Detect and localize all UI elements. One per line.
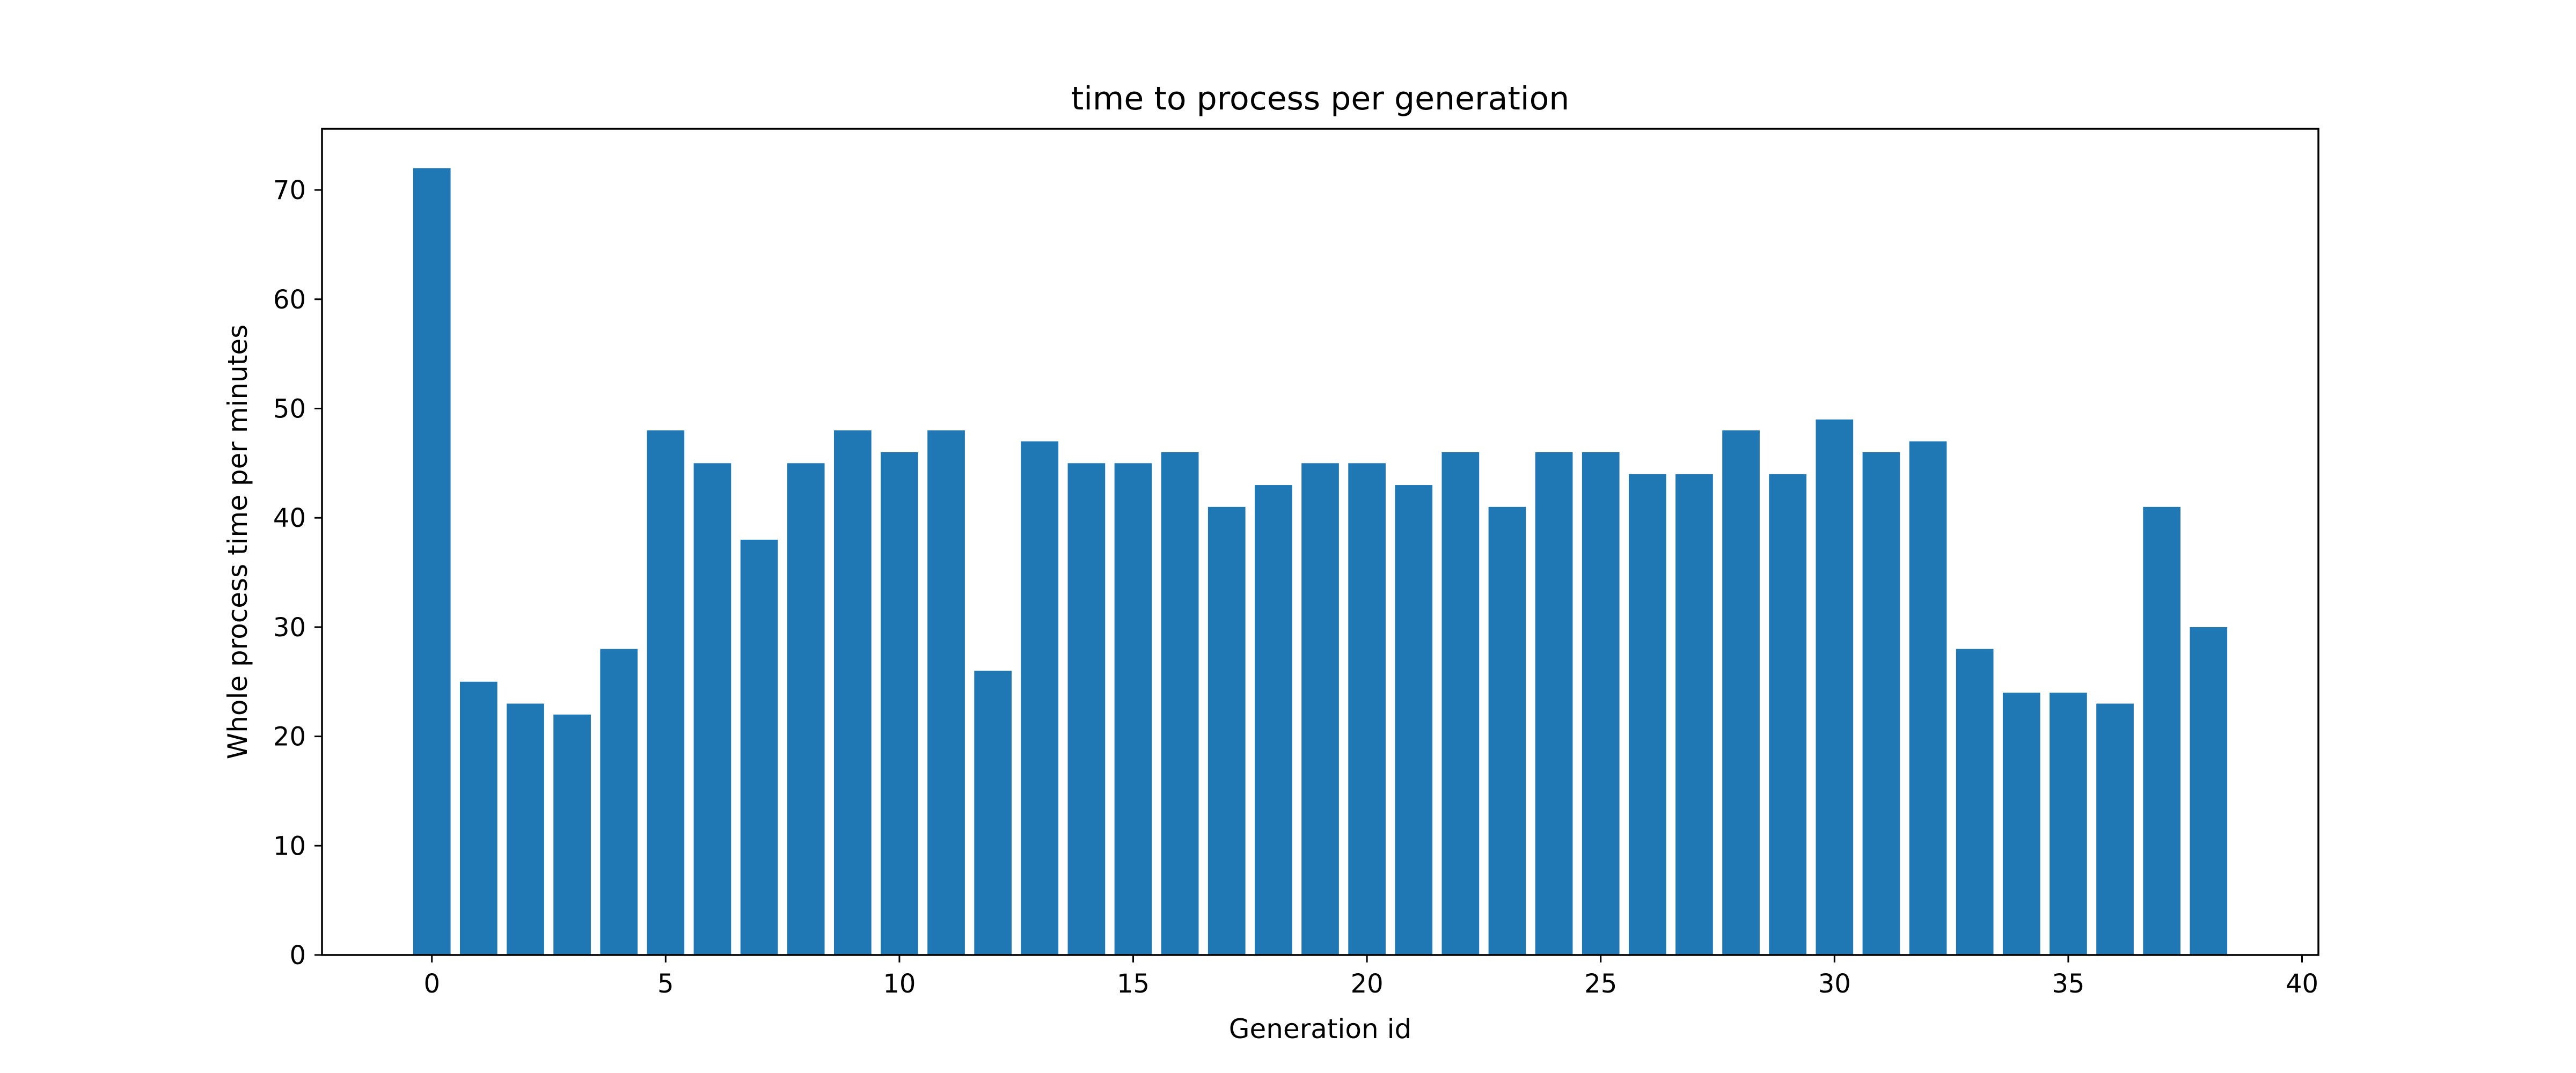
bar-gen-32 (1909, 441, 1947, 955)
y-tick-label-20: 20 (273, 722, 306, 752)
y-tick-label-40: 40 (273, 503, 306, 533)
bar-gen-28 (1722, 430, 1760, 955)
x-tick-label-20: 20 (1351, 969, 1384, 999)
bar-gen-1 (460, 681, 497, 955)
bar-gen-29 (1769, 474, 1807, 955)
bar-gen-35 (2050, 693, 2087, 955)
bar-gen-34 (2002, 693, 2040, 955)
bar-gen-26 (1628, 474, 1666, 955)
y-tick-label-0: 0 (289, 940, 306, 971)
bar-gen-38 (2190, 627, 2228, 955)
bar-gen-3 (553, 714, 591, 955)
bar-gen-22 (1441, 452, 1480, 955)
bar-gen-24 (1535, 452, 1573, 955)
bar-gen-7 (740, 539, 778, 955)
x-axis-ticks: 0 5 10 15 20 25 30 35 40 (423, 955, 2318, 999)
x-tick-label-35: 35 (2052, 969, 2084, 999)
y-tick-label-60: 60 (273, 285, 306, 315)
y-axis-label: Whole process time per minutes (222, 325, 253, 760)
bar-gen-0 (413, 168, 451, 955)
x-tick-label-5: 5 (657, 969, 674, 999)
x-tick-label-10: 10 (883, 969, 916, 999)
bar-gen-11 (927, 430, 965, 955)
bar-gen-16 (1161, 452, 1199, 955)
chart-title: time to process per generation (1071, 80, 1570, 117)
bar-gen-20 (1348, 463, 1386, 955)
x-tick-label-30: 30 (1818, 969, 1851, 999)
bar-gen-27 (1675, 474, 1713, 955)
x-tick-label-15: 15 (1117, 969, 1150, 999)
bar-gen-12 (974, 671, 1012, 955)
bar-gen-33 (1956, 649, 1994, 955)
bar-gen-6 (693, 463, 731, 955)
bar-group (413, 168, 2228, 955)
y-axis-ticks: 0 10 20 30 40 50 60 70 (273, 175, 322, 971)
y-tick-label-10: 10 (273, 831, 306, 861)
x-axis-label: Generation id (1229, 1013, 1411, 1045)
bar-gen-4 (600, 649, 638, 955)
bar-gen-21 (1395, 485, 1433, 955)
bar-gen-14 (1067, 463, 1106, 955)
bar-gen-36 (2096, 703, 2134, 955)
bar-gen-15 (1114, 463, 1152, 955)
bar-gen-13 (1021, 441, 1059, 955)
bar-gen-23 (1488, 506, 1526, 955)
bar-gen-17 (1208, 506, 1246, 955)
y-tick-label-50: 50 (273, 394, 306, 424)
bar-gen-8 (787, 463, 825, 955)
bar-gen-9 (833, 430, 872, 955)
x-tick-label-25: 25 (1584, 969, 1617, 999)
y-tick-label-70: 70 (273, 175, 306, 205)
bar-gen-18 (1255, 485, 1292, 955)
bar-gen-19 (1301, 463, 1339, 955)
x-tick-label-40: 40 (2286, 969, 2318, 999)
bar-gen-31 (1862, 452, 1900, 955)
bar-gen-10 (881, 452, 918, 955)
bar-gen-25 (1582, 452, 1620, 955)
bar-gen-30 (1816, 419, 1854, 955)
bar-gen-5 (647, 430, 685, 955)
plot-frame (321, 128, 2319, 956)
bar-gen-2 (507, 703, 544, 955)
y-tick-label-30: 30 (273, 613, 306, 643)
x-tick-label-0: 0 (423, 969, 440, 999)
bar-gen-37 (2143, 506, 2180, 955)
